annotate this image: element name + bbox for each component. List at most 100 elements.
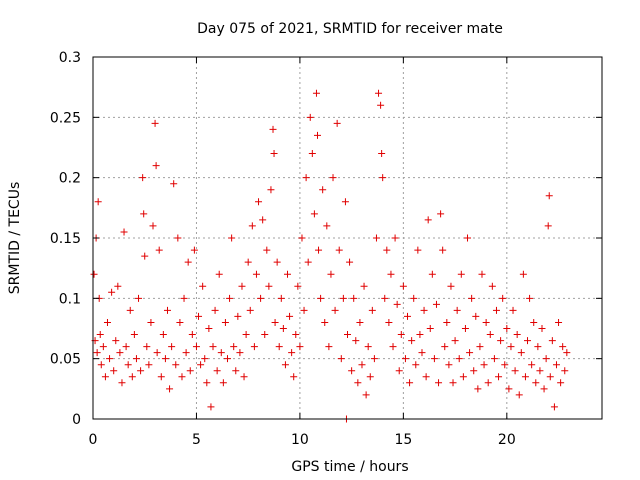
data-point <box>135 294 143 302</box>
data-point <box>468 294 476 302</box>
data-point <box>524 337 532 345</box>
data-point <box>234 312 242 320</box>
data-point <box>534 343 542 351</box>
data-point <box>544 222 552 230</box>
data-point <box>277 294 285 302</box>
data-point <box>455 355 463 363</box>
data-point <box>199 282 207 290</box>
data-point <box>540 385 548 393</box>
data-point <box>375 89 383 97</box>
data-point <box>478 270 486 278</box>
data-point <box>550 403 558 411</box>
data-point <box>271 318 279 326</box>
data-point <box>344 331 351 339</box>
data-point <box>149 222 157 230</box>
data-point <box>519 270 527 278</box>
data-point <box>505 385 513 393</box>
data-point <box>368 306 376 314</box>
data-point <box>321 318 329 326</box>
data-point <box>122 343 130 351</box>
data-point <box>159 331 167 339</box>
data-point <box>120 228 128 236</box>
data-point <box>439 246 447 254</box>
data-point <box>236 349 244 357</box>
y-tick-label: 0.25 <box>50 110 81 126</box>
data-point <box>166 385 174 393</box>
data-point <box>195 312 203 320</box>
data-point <box>139 174 147 182</box>
data-point <box>435 379 443 387</box>
data-point <box>308 150 316 158</box>
data-point <box>441 343 449 351</box>
data-point <box>137 367 145 375</box>
data-point <box>406 379 414 387</box>
data-point <box>327 270 335 278</box>
data-point <box>350 294 358 302</box>
data-point <box>443 318 451 326</box>
data-point <box>335 246 343 254</box>
data-point <box>302 174 310 182</box>
data-points <box>90 89 571 423</box>
data-point <box>248 222 256 230</box>
data-point <box>393 300 401 308</box>
data-point <box>449 379 457 387</box>
data-point <box>559 343 567 351</box>
data-point <box>364 343 372 351</box>
data-point <box>348 367 356 375</box>
data-point <box>379 174 387 182</box>
data-point <box>360 282 368 290</box>
data-point <box>490 355 498 363</box>
axis-ticks: 0 0.05 0.1 0.15 0.2 0.25 0.3 0 5 10 15 20 <box>50 50 602 448</box>
y-tick-label: 0.05 <box>50 352 81 368</box>
data-point <box>451 337 459 345</box>
data-point <box>292 331 300 339</box>
data-point <box>499 294 507 302</box>
data-point <box>201 355 209 363</box>
data-point <box>215 270 223 278</box>
data-point <box>244 258 252 266</box>
data-point <box>223 355 231 363</box>
data-point <box>346 258 354 266</box>
data-point <box>300 306 308 314</box>
data-point <box>270 150 278 158</box>
data-point <box>532 379 540 387</box>
data-point <box>108 288 116 296</box>
data-point <box>163 306 171 314</box>
data-point <box>480 361 488 369</box>
y-tick-label: 0.3 <box>59 50 81 66</box>
data-point <box>283 270 291 278</box>
data-point <box>242 331 250 339</box>
data-point <box>211 306 219 314</box>
data-point <box>172 361 180 369</box>
data-point <box>180 294 188 302</box>
data-point <box>132 355 140 363</box>
data-point <box>238 282 246 290</box>
data-point <box>114 282 122 290</box>
data-point <box>515 391 523 399</box>
data-point <box>410 294 418 302</box>
data-point <box>358 361 366 369</box>
data-point <box>296 343 304 351</box>
data-point <box>288 349 296 357</box>
data-point <box>325 343 333 351</box>
data-point <box>263 246 271 254</box>
data-point <box>542 355 550 363</box>
data-point <box>219 379 227 387</box>
data-point <box>509 306 517 314</box>
data-point <box>174 234 182 242</box>
data-point <box>474 385 482 393</box>
data-point <box>389 343 397 351</box>
x-axis-label: GPS time / hours <box>291 459 408 475</box>
data-point <box>408 337 416 345</box>
data-point <box>230 343 238 351</box>
data-point <box>257 294 265 302</box>
data-point <box>401 355 409 363</box>
data-point <box>106 355 114 363</box>
chart-title: Day 075 of 2021, SRMTID for receiver mat… <box>197 21 503 37</box>
data-point <box>170 180 178 188</box>
data-point <box>97 361 105 369</box>
data-point <box>418 349 426 357</box>
data-point <box>157 373 165 381</box>
data-point <box>273 258 281 266</box>
